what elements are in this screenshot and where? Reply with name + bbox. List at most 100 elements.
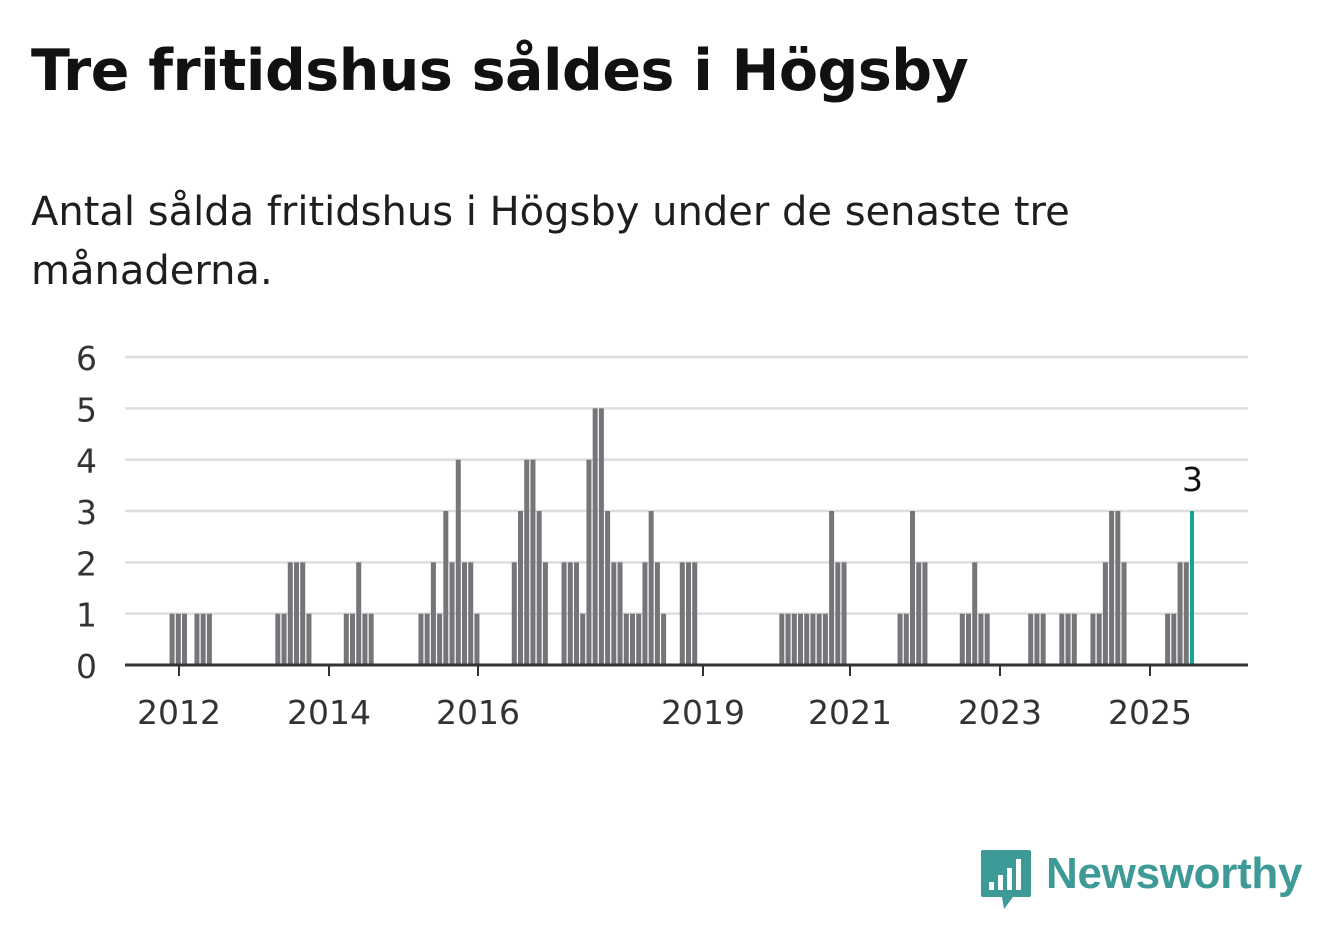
bar [965, 613, 972, 665]
bar [779, 613, 785, 665]
x-tick-label: 2014 [287, 693, 371, 730]
data-label: 3 [1182, 460, 1203, 499]
bar [524, 459, 530, 665]
chart-title: Tre fritidshus såldes i Högsby [31, 38, 969, 104]
bar [281, 613, 287, 665]
bar [300, 562, 306, 665]
bar [648, 511, 654, 665]
bar [349, 613, 356, 665]
bar [561, 562, 567, 665]
brand-logo: Newsworthy [980, 849, 1302, 911]
bar [343, 613, 349, 665]
bar [598, 408, 604, 665]
bar [474, 613, 480, 665]
bar [194, 613, 200, 665]
bar [1183, 562, 1189, 665]
bar [642, 562, 648, 665]
bar [1090, 613, 1096, 665]
x-tick-label: 2016 [436, 693, 520, 730]
bar [1028, 613, 1034, 665]
y-tick-label: 2 [76, 544, 97, 583]
bar [430, 562, 436, 665]
bar [1102, 562, 1108, 665]
bar [1071, 613, 1077, 665]
x-tick-label: 2019 [661, 693, 745, 730]
bar [797, 613, 804, 665]
bar [1096, 613, 1102, 665]
bar [536, 511, 542, 665]
chart-subtitle: Antal sålda fritidshus i Högsby under de… [31, 189, 1070, 294]
bar [449, 562, 455, 665]
bar [275, 613, 281, 665]
bar [455, 459, 461, 665]
bar [567, 562, 573, 665]
bar [1165, 613, 1171, 665]
bar [978, 613, 984, 665]
bar [437, 613, 443, 665]
y-tick-label: 6 [76, 339, 97, 378]
bar [368, 613, 374, 665]
bar [629, 613, 636, 665]
bar [822, 613, 828, 665]
bar [922, 562, 928, 665]
y-tick-label: 5 [76, 390, 97, 429]
bar [573, 562, 580, 665]
bar [692, 562, 698, 665]
bar [287, 562, 293, 665]
x-tick-label: 2025 [1108, 693, 1192, 730]
bar [810, 613, 816, 665]
bar [200, 613, 206, 665]
bar [909, 511, 916, 665]
bar [356, 562, 362, 665]
bar [617, 562, 623, 665]
x-tick-label: 2012 [137, 693, 221, 730]
y-tick-label: 3 [76, 493, 97, 532]
bar [679, 562, 685, 665]
bar [1065, 613, 1071, 665]
bar [580, 613, 586, 665]
bar [511, 562, 517, 665]
bar [916, 562, 922, 665]
x-tick-label: 2023 [958, 693, 1042, 730]
x-tick-label: 2021 [808, 693, 892, 730]
bar [169, 613, 175, 665]
bar [605, 511, 611, 665]
bar [835, 562, 841, 665]
bar [791, 613, 797, 665]
bar [461, 562, 468, 665]
bar [293, 562, 300, 665]
bar [903, 613, 909, 665]
bar [972, 562, 978, 665]
bar [1177, 562, 1183, 665]
y-tick-label: 4 [76, 442, 97, 481]
brand-name: Newsworthy [1046, 849, 1303, 898]
bar [816, 613, 822, 665]
bar [542, 562, 548, 665]
bar [804, 613, 810, 665]
bar [636, 613, 642, 665]
bar [1171, 613, 1177, 665]
bar [175, 613, 181, 665]
y-tick-label: 1 [76, 596, 97, 635]
bar [984, 613, 990, 665]
bar [829, 511, 835, 665]
bar [654, 562, 660, 665]
bar [424, 613, 430, 665]
bar [517, 511, 524, 665]
bar [1034, 613, 1040, 665]
bar [1040, 613, 1046, 665]
bar [362, 613, 368, 665]
highlighted-bar [1189, 511, 1194, 665]
bar [592, 408, 598, 665]
bar [841, 562, 847, 665]
bar [785, 613, 791, 665]
bar [530, 459, 536, 665]
bar [623, 613, 629, 665]
bar [685, 562, 692, 665]
bar [181, 613, 188, 665]
bar [897, 613, 903, 665]
bar [306, 613, 312, 665]
bar [1121, 562, 1127, 665]
bar [959, 613, 965, 665]
y-tick-label: 0 [76, 647, 97, 686]
